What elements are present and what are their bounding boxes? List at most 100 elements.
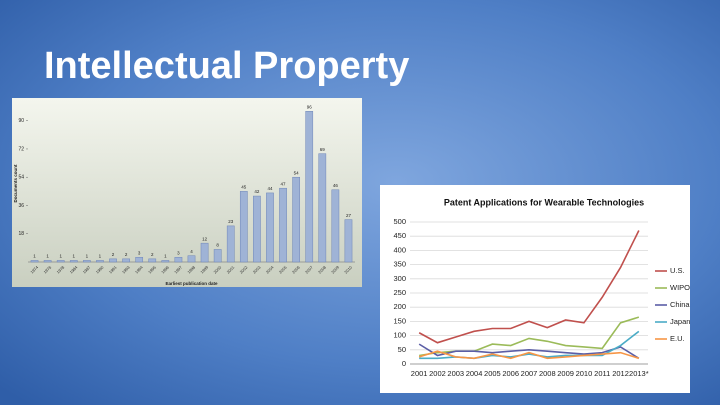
x-tick-label: 1996: [160, 264, 170, 274]
data-label: 3: [138, 250, 141, 255]
x-tick-label: 1987: [82, 264, 92, 274]
x-tick-label: 1978: [55, 264, 65, 274]
x-tick-label: 2005: [278, 264, 288, 274]
data-label: 96: [307, 104, 313, 109]
x-tick-label: 1995: [147, 264, 157, 274]
series-line: [418, 230, 640, 344]
chart-frame: [380, 185, 690, 393]
chart-title: Patent Applications for Wearable Technol…: [444, 197, 644, 207]
y-tick-label: 36: [18, 203, 24, 209]
y-tick-label: 150: [393, 316, 406, 325]
chart-frame: [12, 98, 362, 287]
bar: [226, 225, 235, 263]
bar: [148, 258, 157, 263]
legend-label: E.U.: [670, 334, 685, 343]
x-tick-label: 2005: [484, 369, 501, 378]
y-tick-label: 54: [18, 175, 24, 181]
x-tick-label: 2007: [304, 264, 314, 274]
x-tick-label: 2002: [429, 369, 446, 378]
data-label: 23: [228, 219, 234, 224]
x-tick-label: 1999: [199, 264, 209, 274]
slide-title: Intellectual Property: [44, 45, 409, 87]
series-line: [418, 350, 640, 360]
x-tick-label: 2008: [539, 369, 556, 378]
x-tick-label: 2013*: [629, 369, 649, 378]
x-tick-label: 2009: [557, 369, 574, 378]
bar: [305, 111, 314, 263]
bar: [174, 257, 183, 263]
x-tick-label: 1997: [173, 264, 183, 274]
x-tick-label: 1984: [69, 264, 79, 274]
x-tick-label: 1991: [108, 264, 118, 274]
legend-label: Japan: [670, 317, 690, 326]
x-tick-label: 2000: [212, 264, 222, 274]
bar: [69, 260, 78, 263]
data-label: 4: [190, 249, 193, 254]
data-label: 2: [125, 252, 128, 257]
y-tick-label: 250: [393, 288, 406, 297]
bar: [56, 260, 65, 263]
y-tick-label: 90: [18, 118, 24, 124]
data-label: 1: [164, 254, 167, 259]
bar: [292, 176, 300, 263]
x-tick-label: 2001: [226, 264, 236, 274]
x-tick-label: 2006: [291, 264, 301, 274]
bar: [200, 242, 209, 263]
bar: [279, 187, 287, 263]
legend-label: U.S.: [670, 266, 685, 275]
y-tick-label: 18: [18, 231, 24, 237]
data-label: 44: [267, 186, 273, 191]
x-tick-label: 2001: [411, 369, 428, 378]
bar: [318, 153, 327, 263]
x-tick-label: 1998: [186, 264, 196, 274]
y-tick-label: 100: [393, 331, 406, 340]
y-tick-label: 0: [402, 359, 406, 368]
data-label: 1: [99, 254, 102, 259]
data-label: 47: [281, 181, 287, 186]
bar: [331, 189, 340, 263]
data-label: 54: [294, 170, 300, 175]
bar: [96, 260, 104, 263]
data-label: 1: [33, 254, 36, 259]
data-label: 1: [46, 254, 49, 259]
y-tick-label: 72: [18, 146, 24, 152]
data-label: 2: [112, 252, 115, 257]
x-tick-label: 1976: [42, 264, 52, 274]
x-axis-label: Earliest publication date: [165, 281, 218, 286]
y-tick-label: 500: [393, 217, 406, 226]
x-tick-label: 2006: [502, 369, 519, 378]
x-tick-label: 2007: [521, 369, 538, 378]
data-label: 1: [86, 254, 89, 259]
x-tick-label: 2004: [466, 369, 483, 378]
data-label: 8: [216, 243, 219, 248]
data-label: 2: [151, 252, 154, 257]
x-tick-label: 1993: [121, 264, 131, 274]
data-label: 45: [241, 185, 247, 190]
x-tick-label: 2004: [265, 264, 275, 274]
x-tick-label: 2003: [447, 369, 464, 378]
x-tick-label: 2012: [612, 369, 629, 378]
bar: [344, 219, 353, 263]
x-tick-label: 2003: [252, 264, 262, 274]
data-label: 27: [346, 213, 352, 218]
legend-label: China: [670, 300, 690, 309]
series-line: [418, 343, 640, 359]
data-label: 69: [320, 147, 326, 152]
x-tick-label: 2010: [576, 369, 593, 378]
x-tick-label: 2010: [343, 264, 353, 274]
data-label: 12: [202, 236, 208, 241]
y-tick-label: 400: [393, 245, 406, 254]
bar: [43, 260, 52, 263]
bar: [109, 258, 117, 263]
y-tick-label: 50: [398, 345, 406, 354]
bar: [135, 257, 144, 263]
data-label: 1: [59, 254, 62, 259]
x-tick-label: 2011: [594, 369, 610, 378]
bar: [239, 191, 248, 263]
x-tick-label: 1990: [95, 264, 105, 274]
y-tick-label: 450: [393, 231, 406, 240]
y-axis-label: Documents count: [13, 164, 18, 203]
bar: [213, 249, 222, 263]
x-tick-label: 2008: [317, 264, 327, 274]
